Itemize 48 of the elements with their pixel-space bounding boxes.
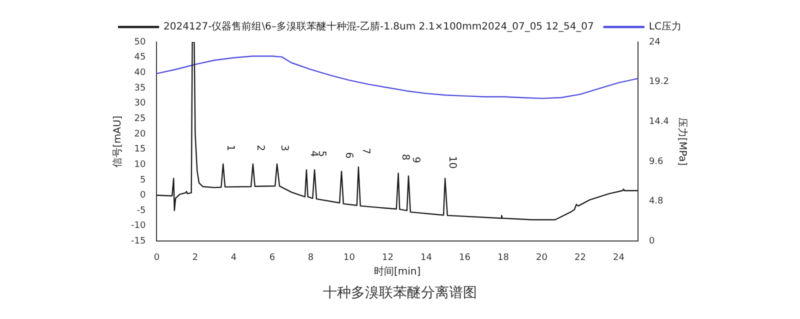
y2-axis-title: 压力[MPa] [676,118,688,166]
x-tick-label: 22 [574,252,586,263]
x-tick-label: 8 [308,252,314,263]
legend-label: LC压力 [648,20,682,33]
x-tick-label: 20 [536,252,548,263]
text: 十种多溴联苯醚分离谱图 [322,284,478,302]
x-tick-label: 4 [230,252,237,263]
x-tick-label: 14 [420,252,432,263]
y-tick-label: 10 [134,160,146,170]
y-tick-label: 30 [134,98,146,109]
annotation: 8 [400,154,411,160]
x-tick-label: 12 [382,252,394,263]
annotation: 10 [446,156,458,169]
x-tick-label: 18 [497,252,510,263]
y-tick-label: -15 [130,236,146,247]
x-tick-label: 6 [269,252,276,263]
annotation: 9 [410,156,421,164]
x-axis-title: 时间[min] [374,266,421,278]
annotation: 2 [254,144,266,152]
y-tick-label: 40 [134,68,146,78]
y-tick-label: 25 [134,114,146,124]
y2-tick-label: 14.4 [648,117,670,128]
y-tick-label: 50 [134,37,146,48]
y-tick-label: -10 [130,221,146,232]
x-tick-label: 16 [458,252,471,263]
y2-tick-label: 4.8 [648,196,664,207]
y-tick-label: 5 [140,175,146,186]
legend-label: 2024127-仪器售前组\6–多溴联苯醚十种混-乙腈-1.8um 2.1×100mm2024_07_05 12_54_07 [164,20,594,33]
y-tick-label: 20 [134,129,146,140]
x-tick-label: 10 [343,252,356,263]
y-tick-label: 0 [140,190,146,201]
annotation: 6 [342,152,354,159]
annotation: 1 [224,144,236,152]
y-tick-label: 35 [134,83,146,94]
y2-tick-label: 24 [648,37,661,48]
y-axis-title: 信号[mAU] [112,116,124,168]
x-tick-label: 2 [192,252,198,263]
y-tick-label: 45 [134,52,146,63]
x-tick-label: 24 [612,252,625,263]
x-tick-label: 0 [154,252,160,263]
y2-tick-label: 9.6 [648,156,664,167]
y-tick-label: 15 [134,144,146,155]
annotation: 4 [308,150,319,157]
annotation: 7 [360,148,371,154]
y-tick-label: -5 [136,206,146,216]
y2-tick-label: 19.2 [648,77,670,88]
y2-tick-label: 0 [648,236,655,247]
annotation: 3 [278,144,290,152]
